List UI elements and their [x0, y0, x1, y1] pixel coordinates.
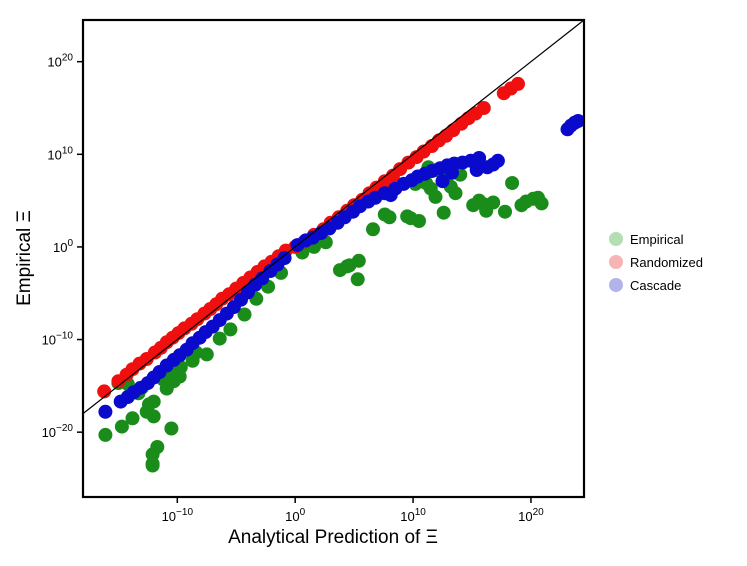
- point-empirical-68: [531, 190, 545, 205]
- x-tick-label: 10−10: [162, 507, 194, 524]
- y-tick-label: 1010: [47, 145, 73, 162]
- data-points: [97, 34, 632, 473]
- point-empirical-40: [366, 222, 380, 237]
- point-cascade-25: [277, 251, 292, 265]
- point-empirical-59: [476, 197, 491, 212]
- point-cascade-53: [490, 153, 505, 168]
- y-tick-label: 100: [53, 238, 73, 255]
- legend-swatch-cascade: [609, 278, 623, 292]
- legend-label-empirical: Empirical: [630, 232, 684, 247]
- point-cascade-55: [445, 165, 459, 180]
- point-empirical-27: [223, 322, 238, 337]
- x-tick-label: 100: [285, 507, 305, 524]
- legend-swatch-empirical: [609, 232, 623, 246]
- point-cascade-62: [612, 66, 626, 80]
- y-axis: 1020 1010 100 10−10 10−20: [42, 53, 83, 440]
- point-randomized-56: [590, 37, 604, 51]
- identity-reference-line: [82, 19, 585, 415]
- point-empirical-45: [412, 214, 426, 228]
- legend: Empirical Randomized Cascade: [609, 232, 703, 293]
- point-randomized-55: [586, 41, 600, 55]
- point-empirical-6: [150, 440, 165, 454]
- plot-frame: [81, 18, 586, 499]
- point-empirical-61: [498, 204, 512, 219]
- x-axis-label: Analytical Prediction of Ξ: [228, 527, 438, 548]
- point-empirical-28: [237, 307, 252, 322]
- y-tick-label: 10−20: [42, 423, 74, 440]
- point-cascade-63: [616, 63, 630, 77]
- y-tick-label: 1020: [47, 53, 73, 70]
- point-randomized-57: [594, 34, 608, 48]
- x-tick-label: 1020: [518, 507, 544, 524]
- point-empirical-69: [611, 101, 625, 115]
- point-empirical-11: [146, 394, 161, 409]
- point-empirical-66: [519, 194, 534, 209]
- point-cascade-54: [435, 174, 450, 189]
- point-empirical-42: [382, 210, 397, 225]
- point-empirical-38: [350, 272, 365, 287]
- y-tick-label: 10−10: [42, 331, 74, 348]
- point-empirical-26: [212, 331, 227, 346]
- point-cascade-60: [571, 114, 584, 128]
- point-randomized-54: [511, 76, 525, 91]
- point-empirical-39: [351, 253, 366, 268]
- x-tick-label: 1010: [400, 507, 426, 524]
- legend-label-randomized: Randomized: [630, 255, 703, 270]
- point-empirical-2: [125, 411, 140, 426]
- point-cascade-61: [609, 70, 623, 84]
- point-randomized-51: [476, 101, 491, 115]
- point-empirical-58: [466, 198, 481, 213]
- point-empirical-70: [615, 98, 629, 112]
- point-cascade-56: [469, 163, 484, 177]
- legend-label-cascade: Cascade: [630, 278, 681, 293]
- point-empirical-24: [199, 347, 214, 362]
- point-empirical-7: [164, 421, 179, 436]
- point-empirical-5: [145, 458, 160, 473]
- point-empirical-57: [448, 186, 463, 201]
- legend-swatch-randomized: [609, 255, 623, 269]
- point-empirical-0: [98, 427, 113, 442]
- point-empirical-60: [505, 176, 520, 190]
- point-cascade-0: [98, 404, 113, 419]
- point-empirical-1: [114, 419, 129, 434]
- y-axis-label: Empirical Ξ: [14, 210, 35, 306]
- point-empirical-46: [436, 205, 451, 220]
- x-axis: 10−10 100 1010 1020: [162, 497, 544, 524]
- point-empirical-71: [618, 96, 632, 110]
- point-cascade-50: [472, 151, 487, 165]
